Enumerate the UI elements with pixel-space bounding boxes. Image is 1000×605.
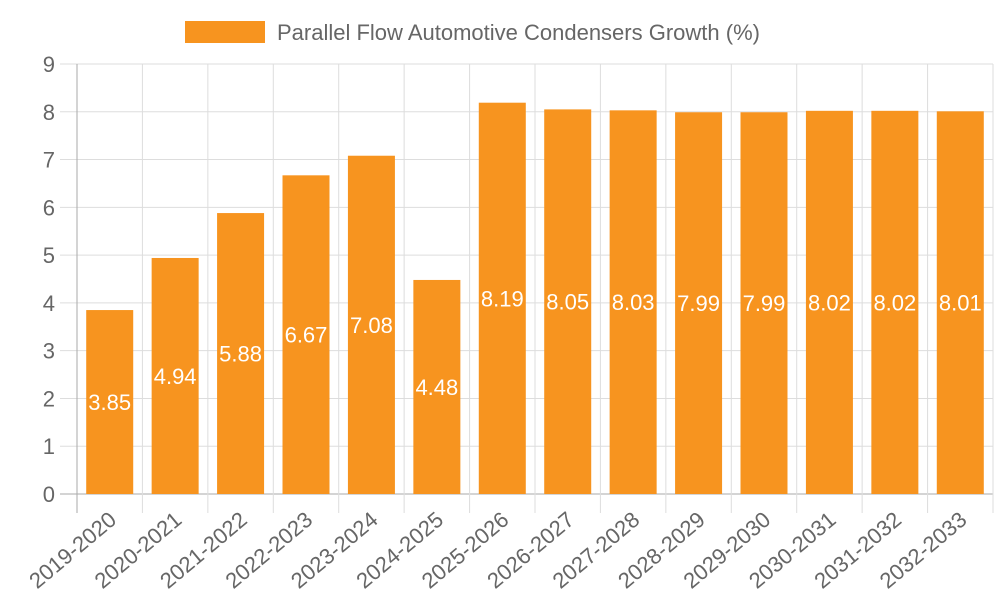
y-tick-label: 5	[43, 243, 55, 268]
y-tick-label: 8	[43, 100, 55, 125]
legend[interactable]: Parallel Flow Automotive Condensers Grow…	[185, 20, 760, 45]
bar	[609, 110, 657, 494]
y-tick-label: 3	[43, 339, 55, 364]
y-tick-label: 9	[43, 52, 55, 77]
bar	[740, 112, 788, 494]
data-label: 8.19	[481, 286, 524, 311]
data-label: 4.94	[154, 364, 197, 389]
bar	[217, 213, 265, 495]
bar	[282, 175, 330, 495]
data-label: 8.01	[939, 291, 982, 316]
bar	[675, 112, 723, 494]
data-label: 8.02	[873, 290, 916, 315]
data-label: 3.85	[88, 390, 131, 415]
y-tick-label: 7	[43, 148, 55, 173]
bar	[478, 102, 526, 494]
data-label: 8.05	[546, 290, 589, 315]
data-label: 6.67	[285, 323, 328, 348]
bar	[86, 310, 134, 494]
data-label: 7.99	[743, 291, 786, 316]
bar	[347, 155, 395, 494]
data-label: 4.48	[415, 375, 458, 400]
data-label: 8.02	[808, 290, 851, 315]
bar	[544, 109, 592, 494]
bar	[936, 111, 984, 495]
bar	[805, 110, 853, 495]
bars: 3.85 4.94 5.88 6.67 7.08 4.48 8.19 8.05 8.03 7.99…	[86, 102, 984, 495]
bar	[413, 279, 461, 494]
legend-swatch	[185, 21, 265, 43]
y-tick-label: 0	[43, 482, 55, 507]
data-label: 5.88	[219, 342, 262, 367]
legend-label: Parallel Flow Automotive Condensers Grow…	[277, 20, 760, 45]
bar	[151, 257, 199, 494]
grid	[60, 63, 994, 513]
data-label: 7.99	[677, 291, 720, 316]
y-tick-label: 2	[43, 386, 55, 411]
data-label: 7.08	[350, 313, 393, 338]
y-tick-label: 4	[43, 291, 55, 316]
data-label: 8.03	[612, 290, 655, 315]
y-tick-label: 1	[43, 434, 55, 459]
y-tick-label: 6	[43, 195, 55, 220]
bar	[871, 110, 919, 495]
